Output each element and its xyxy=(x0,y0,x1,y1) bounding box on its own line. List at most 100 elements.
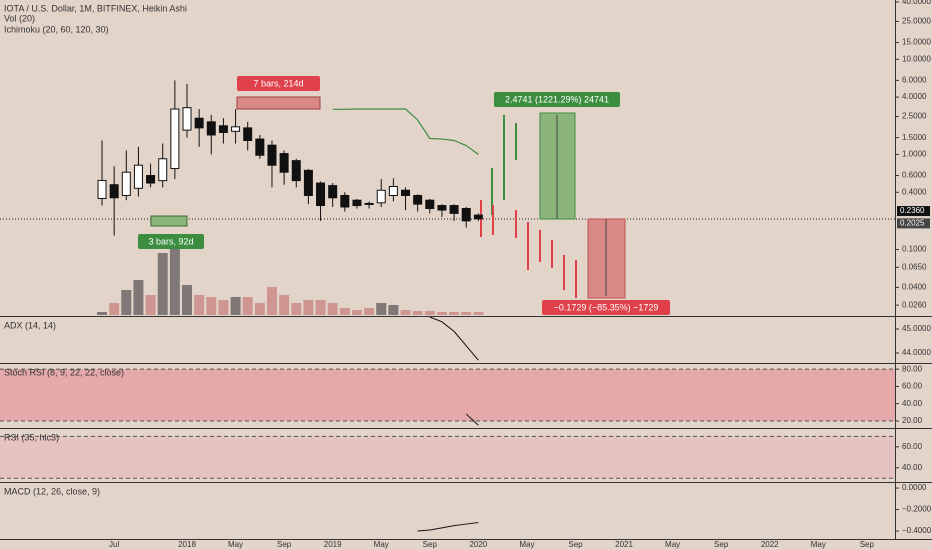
ichimoku-line xyxy=(332,108,479,155)
price-label-box xyxy=(897,206,930,217)
y-tick-label: 60.00 xyxy=(902,442,923,451)
y-tick-label: 25.0000 xyxy=(902,17,931,26)
candle-body xyxy=(461,207,471,222)
y-tick-label: 0.0400 xyxy=(902,282,927,291)
x-tick-label: 2022 xyxy=(761,540,779,549)
y-tick-label: 0.1000 xyxy=(902,245,927,254)
volume-bar xyxy=(97,312,108,315)
y-tick-label: 80.00 xyxy=(902,364,923,373)
candle-body xyxy=(316,182,326,207)
candle-body xyxy=(243,127,253,141)
candle-body xyxy=(401,189,411,196)
volume-bar xyxy=(351,310,362,315)
y-tick-label: 20.00 xyxy=(902,416,923,425)
price-label: 0.2360 xyxy=(900,206,925,215)
annotation-box xyxy=(542,300,670,315)
volume-bar xyxy=(400,310,411,315)
indicator-title: Vol (20) xyxy=(4,13,35,23)
y-tick-label: 0.0000 xyxy=(902,483,927,492)
x-tick-label: May xyxy=(374,540,389,549)
indicator-line xyxy=(465,413,479,426)
x-tick-label: Sep xyxy=(568,540,583,549)
x-tick-label: Sep xyxy=(860,540,875,549)
price-label: 0.2025 xyxy=(900,218,925,227)
indicator-line xyxy=(429,316,479,361)
volume-bar xyxy=(218,300,229,315)
annotation-box xyxy=(237,76,320,91)
candle-body xyxy=(279,153,289,173)
volume-bar xyxy=(182,285,192,315)
candle-body xyxy=(206,121,216,136)
y-tick-label: 0.4000 xyxy=(902,187,927,196)
volume-bar xyxy=(266,287,277,315)
y-tick-label: 1.0000 xyxy=(902,150,927,159)
y-tick-label: −0.2000 xyxy=(902,505,932,514)
candle-body xyxy=(376,189,386,204)
candle-body xyxy=(328,185,338,199)
volume-bar xyxy=(424,311,435,315)
band xyxy=(0,436,895,479)
x-tick-label: 2018 xyxy=(178,540,196,549)
candle-body xyxy=(364,202,374,205)
y-tick-label: 0.0650 xyxy=(902,262,927,271)
x-tick-label: Sep xyxy=(714,540,729,549)
y-tick-label: 45.0000 xyxy=(902,324,931,333)
volume-bar xyxy=(449,312,460,315)
x-tick-label: May xyxy=(519,540,534,549)
candle-body xyxy=(170,108,180,170)
volume-bar xyxy=(339,308,350,315)
candle-body xyxy=(121,171,131,196)
candle-body xyxy=(425,199,435,209)
candle-body xyxy=(194,117,204,129)
annotation-label: 3 bars, 92d xyxy=(148,236,193,246)
volume-bar xyxy=(279,295,290,315)
annotation-label: −0.1729 (−85.35%) −1729 xyxy=(554,302,659,312)
candle-body xyxy=(413,194,423,205)
volume-bar xyxy=(230,297,241,315)
indicator-title: Ichimoku (20, 60, 120, 30) xyxy=(4,24,109,34)
y-tick-label: −0.4000 xyxy=(902,526,932,535)
volume-bar xyxy=(291,303,302,315)
x-tick-label: 2021 xyxy=(615,540,633,549)
ghost-bars xyxy=(480,115,577,298)
volume-bar xyxy=(194,295,205,315)
pane-title: IOTA / U.S. Dollar, 1M, BITFINEX, Heikin… xyxy=(4,3,187,13)
x-tick-label: May xyxy=(665,540,680,549)
volume-bar xyxy=(242,297,253,315)
x-tick-label: Sep xyxy=(277,540,292,549)
candle-body xyxy=(437,205,447,211)
y-tick-label: 40.00 xyxy=(902,463,923,472)
volume-bar xyxy=(364,308,375,315)
volume-bar xyxy=(473,312,484,315)
x-tick-label: 2020 xyxy=(469,540,487,549)
annotation-label: 7 bars, 214d xyxy=(253,78,303,88)
volume-bar xyxy=(376,303,387,315)
volume-bar xyxy=(254,303,265,315)
x-tick-label: 2019 xyxy=(324,540,342,549)
volume-bar xyxy=(436,312,447,315)
y-tick-label: 40.00 xyxy=(902,399,923,408)
annotation-box xyxy=(494,92,620,107)
candle-body xyxy=(388,185,398,196)
candle-body xyxy=(352,199,362,207)
candle-body xyxy=(158,158,168,182)
candle-body xyxy=(182,107,192,131)
volume-bar xyxy=(109,303,120,315)
candle-body xyxy=(303,169,313,196)
pane-title: RSI (35, hlc3) xyxy=(4,432,59,442)
candle-body xyxy=(231,126,241,132)
y-tick-label: 44.0000 xyxy=(902,348,931,357)
candle-body xyxy=(97,179,107,199)
y-tick-label: 0.0260 xyxy=(902,300,927,309)
x-tick-label: Sep xyxy=(423,540,438,549)
volume-bar xyxy=(303,300,314,315)
y-tick-label: 2.5000 xyxy=(902,112,927,121)
y-tick-label: 6.0000 xyxy=(902,75,927,84)
indicator-line xyxy=(417,521,479,532)
x-tick-label: May xyxy=(228,540,243,549)
y-tick-label: 15.0000 xyxy=(902,38,931,47)
volume-bar xyxy=(315,300,326,315)
